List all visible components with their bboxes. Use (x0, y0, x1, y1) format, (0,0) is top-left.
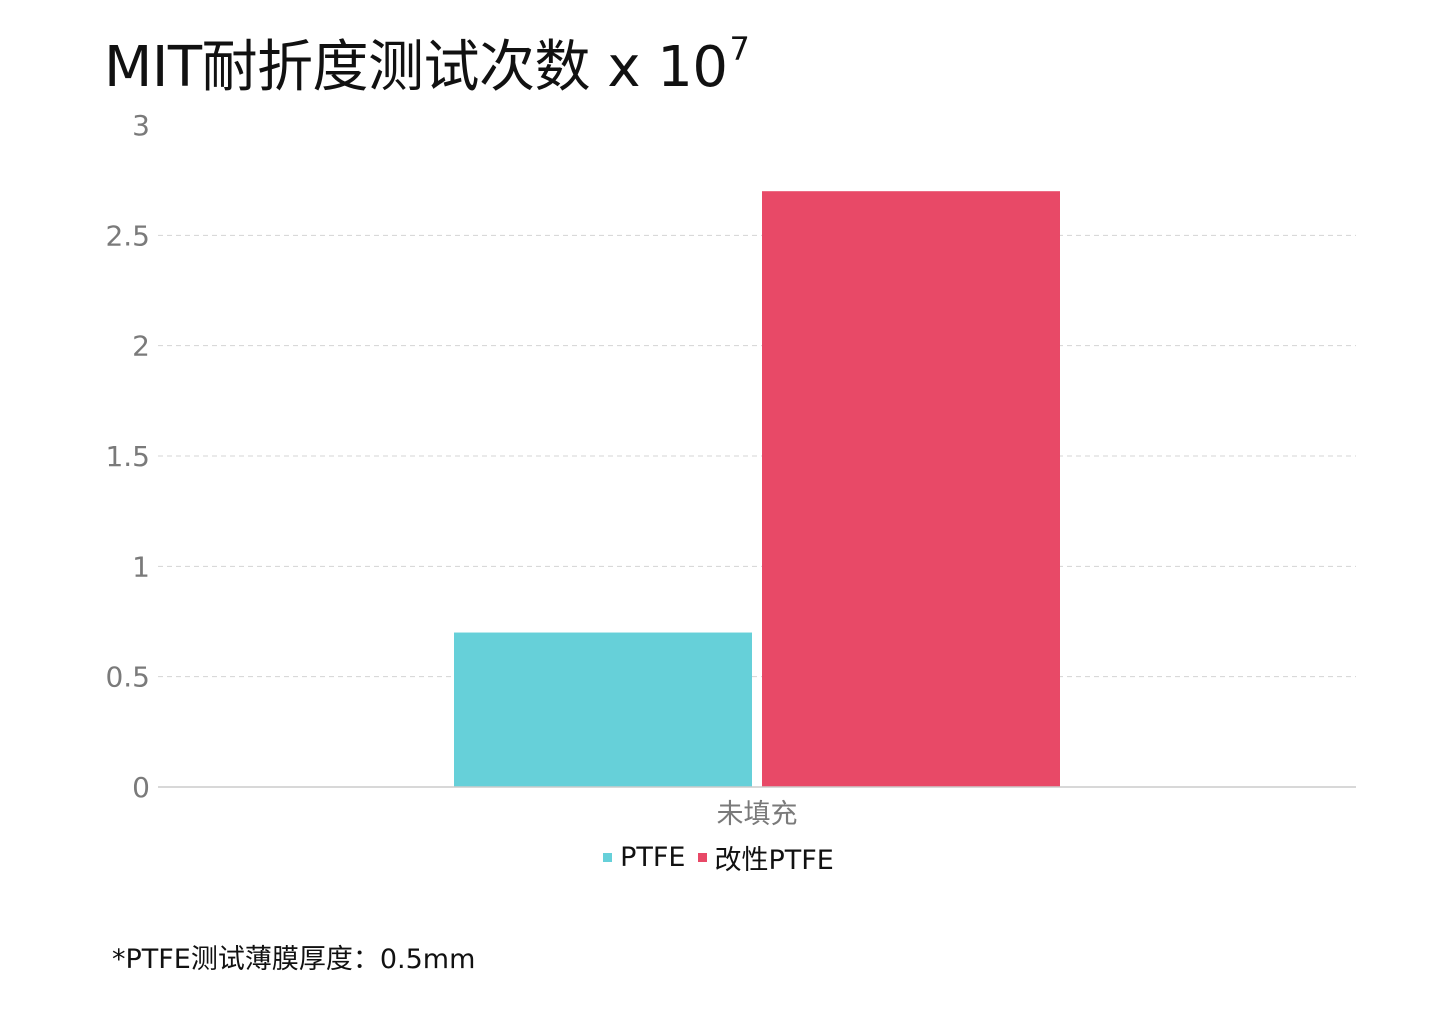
chart-title: MIT耐折度测试次数 x 107 (104, 30, 750, 101)
x-axis-categories: 未填充 (717, 799, 798, 830)
chart-title-exponent: 7 (729, 30, 750, 68)
chart-title-text: MIT耐折度测试次数 x 10 (104, 35, 728, 100)
legend-label: 改性PTFE (714, 845, 834, 876)
y-tick-label: 0.5 (105, 661, 150, 694)
legend-label: PTFE (620, 842, 686, 873)
x-category-label: 未填充 (717, 799, 798, 830)
y-tick-label: 0 (132, 771, 150, 804)
y-tick-label: 2.5 (105, 219, 150, 252)
legend-swatch (697, 853, 707, 862)
legend: PTFE 改性PTFE (0, 838, 1437, 877)
y-tick-label: 3 (132, 109, 150, 142)
legend-item: PTFE (603, 842, 686, 873)
y-tick-label: 1.5 (105, 440, 150, 473)
y-axis-ticks: 0 0.5 1 1.5 2 2.5 3 (105, 109, 150, 804)
y-tick-label: 2 (132, 330, 150, 363)
footnote: *PTFE测试薄膜厚度：0.5mm (112, 944, 476, 975)
bar-ptfe (454, 632, 752, 787)
bars (454, 191, 1060, 787)
y-tick-label: 1 (132, 550, 150, 583)
legend-item: 改性PTFE (697, 838, 834, 877)
legend-swatch (603, 853, 613, 862)
gridlines (158, 234, 1356, 678)
bar-modified-ptfe (762, 191, 1060, 787)
